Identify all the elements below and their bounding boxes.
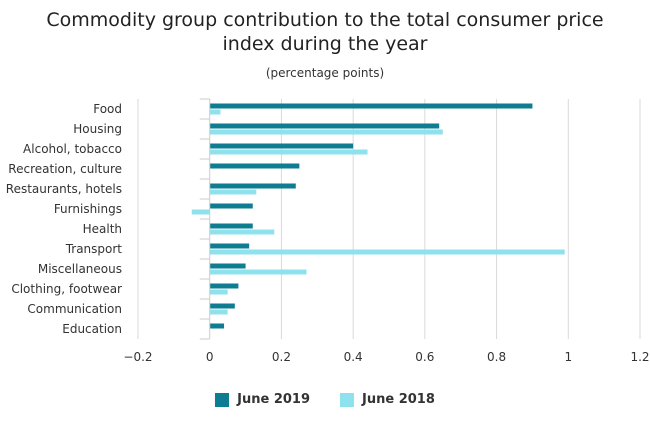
- category-label-2: Alcohol, tobacco: [23, 142, 122, 156]
- bar-june-2018-10: [209, 309, 228, 315]
- category-label-7: Transport: [65, 242, 123, 256]
- legend-swatch-june-2018: [340, 392, 354, 407]
- bar-chart: Food Housing Alcohol, tobacco Recreation, c…: [6, 98, 650, 364]
- bar-june-2018-1: [209, 129, 443, 135]
- category-label-8: Miscellaneous: [38, 262, 122, 276]
- bar-june-2018-8: [209, 269, 307, 275]
- bar-june-2019-7: [209, 243, 250, 249]
- category-label-4: Restaurants, hotels: [6, 182, 122, 196]
- bar-june-2018-2: [209, 149, 368, 155]
- bar-june-2019-1: [209, 123, 440, 129]
- legend-item-june-2019[interactable]: June 2019: [215, 392, 310, 407]
- bar-june-2019-0: [209, 103, 533, 109]
- x-tick-label-2: 0.2: [272, 350, 291, 364]
- bar-june-2018-7: [209, 249, 565, 255]
- bar-june-2018-9: [209, 289, 228, 295]
- chart-title-line-2: index during the year: [222, 33, 428, 55]
- x-tick-label-5: 0.8: [487, 350, 506, 364]
- category-label-6: Health: [83, 222, 122, 236]
- category-label-11: Education: [62, 322, 122, 336]
- legend-swatch-june-2019: [215, 392, 230, 407]
- bar-june-2019-2: [209, 143, 354, 149]
- chart-title: Commodity group contribution to the tota…: [0, 8, 650, 56]
- category-label-1: Housing: [73, 122, 122, 136]
- chart-subtitle: (percentage points): [265, 66, 385, 80]
- bar-june-2019-4: [209, 183, 296, 189]
- x-tick-label-1: 0: [206, 350, 214, 364]
- bar-june-2019-5: [209, 203, 253, 209]
- bar-june-2018-5: [191, 209, 210, 215]
- legend-label-june-2018: June 2018: [362, 392, 435, 407]
- bar-june-2019-3: [209, 163, 300, 169]
- x-tick-label-0: −0.2: [123, 350, 152, 364]
- legend-item-june-2018[interactable]: June 2018: [340, 392, 435, 407]
- x-tick-label-7: 1.2: [630, 350, 649, 364]
- x-tick-label-4: 0.6: [415, 350, 434, 364]
- chart-title-line-1: Commodity group contribution to the tota…: [46, 9, 604, 31]
- bar-june-2019-6: [209, 223, 253, 229]
- bar-june-2019-11: [209, 323, 225, 329]
- bar-june-2018-0: [209, 109, 221, 115]
- category-label-5: Furnishings: [54, 202, 122, 216]
- bar-june-2019-8: [209, 263, 246, 269]
- legend: June 2019 June 2018: [0, 392, 650, 407]
- category-label-3: Recreation, culture: [8, 162, 122, 176]
- bar-june-2018-6: [209, 229, 275, 235]
- category-label-10: Communication: [27, 302, 122, 316]
- x-tick-label-3: 0.4: [344, 350, 363, 364]
- bar-june-2019-10: [209, 303, 235, 309]
- x-tick-label-6: 1: [564, 350, 572, 364]
- category-label-9: Clothing, footwear: [11, 282, 122, 296]
- bar-june-2018-4: [209, 189, 257, 195]
- category-label-0: Food: [93, 102, 122, 116]
- bar-june-2019-9: [209, 283, 239, 289]
- legend-label-june-2019: June 2019: [237, 392, 310, 407]
